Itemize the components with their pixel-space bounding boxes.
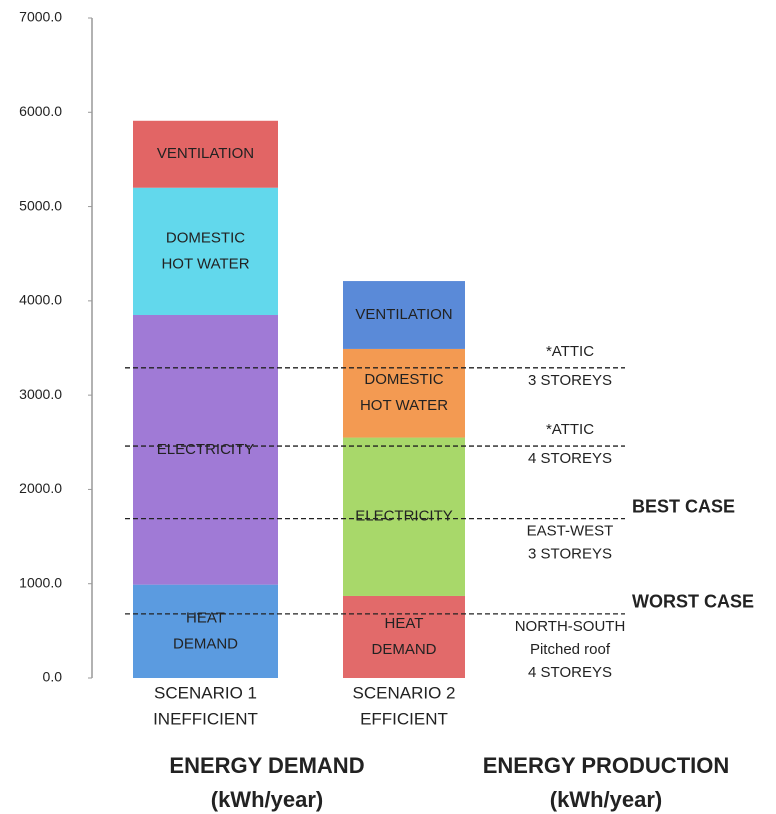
bar-segment [343,281,465,349]
segment-label: HOT WATER [161,255,249,272]
segment-label: DOMESTIC [166,229,245,246]
y-tick-label: 6000.0 [19,103,62,119]
reference-label: *ATTIC [546,343,594,360]
y-tick-label: 2000.0 [19,480,62,496]
bar-segment [133,315,278,585]
reference-label: 3 STOREYS [528,372,612,389]
segment-label: VENTILATION [355,306,452,323]
y-tick-label: 3000.0 [19,386,62,402]
y-tick-label: 4000.0 [19,292,62,308]
x-tick-label: EFFICIENT [360,709,448,728]
segment-label: DEMAND [173,635,238,652]
x-tick-label: INEFFICIENT [153,709,258,728]
case-label: BEST CASE [632,496,735,516]
y-tick-label: 5000.0 [19,197,62,213]
reference-label: 3 STOREYS [528,546,612,563]
segment-label: DOMESTIC [364,371,443,388]
y-tick-label: 1000.0 [19,574,62,590]
bar-segment [343,348,465,438]
segment-label: DEMAND [371,641,436,658]
footer-title: (kWh/year) [550,787,662,812]
footer-title: ENERGY PRODUCTION [483,753,730,778]
footer-title: (kWh/year) [211,787,323,812]
segment-label: HOT WATER [360,397,448,414]
y-tick-label: 7000.0 [19,9,62,25]
case-label: WORST CASE [632,592,754,612]
reference-label: EAST-WEST [527,523,614,540]
bar-segment [343,437,465,596]
reference-label: Pitched roof [530,641,611,658]
bar-segment [133,584,278,678]
bar-segment [133,120,278,188]
segment-label: ELECTRICITY [355,508,453,525]
reference-label: *ATTIC [546,421,594,438]
reference-label: NORTH-SOUTH [515,618,626,635]
bar-segment [133,187,278,315]
reference-label: 4 STOREYS [528,664,612,681]
y-tick-label: 0.0 [43,669,63,685]
x-tick-label: SCENARIO 2 [353,683,456,702]
segment-label: VENTILATION [157,145,254,162]
bar-segment [343,595,465,678]
footer-title: ENERGY DEMAND [169,753,364,778]
x-tick-label: SCENARIO 1 [154,683,257,702]
reference-label: 4 STOREYS [528,450,612,467]
segment-label: ELECTRICITY [157,441,255,458]
segment-label: HEAT [186,609,225,626]
segment-label: HEAT [385,615,424,632]
